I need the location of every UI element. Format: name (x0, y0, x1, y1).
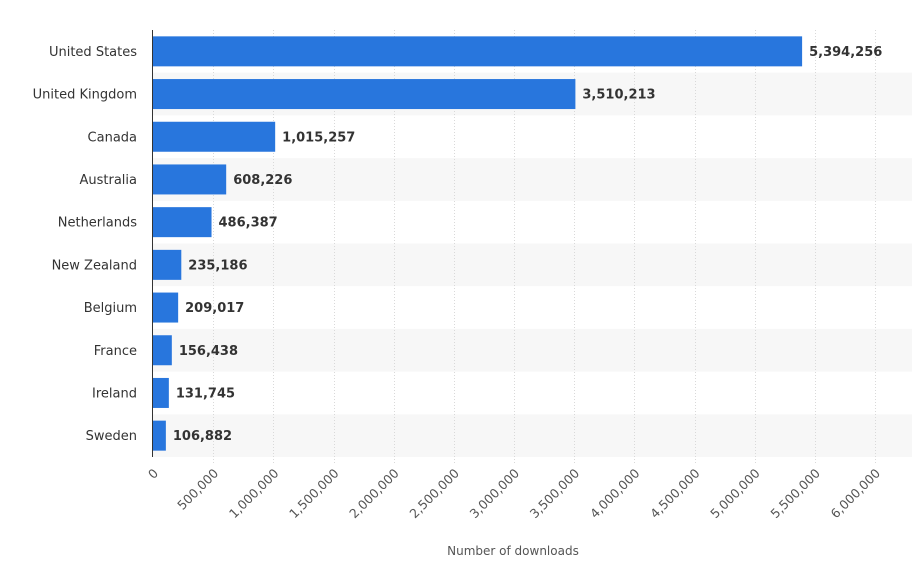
x-tick-labels: 0 500,000 1,000,000 1,500,000 2,000,000 2,500… (145, 465, 883, 521)
x-tick-label: 4,500,000 (647, 465, 703, 521)
category-label: Canada (88, 130, 137, 145)
x-tick-label: 3,500,000 (527, 465, 583, 521)
data-label: 106,882 (173, 429, 232, 444)
row-band (153, 158, 912, 201)
x-tick-label: 1,000,000 (226, 465, 282, 521)
data-label: 3,510,213 (582, 88, 655, 103)
bar[interactable] (153, 36, 803, 67)
x-tick-label: 500,000 (174, 465, 221, 512)
category-labels: United States United Kingdom Canada Austral… (33, 45, 138, 444)
x-tick-label: 6,000,000 (828, 465, 884, 521)
data-label: 131,745 (176, 386, 235, 401)
category-label: Netherlands (58, 216, 137, 231)
data-label: 486,387 (219, 216, 278, 231)
category-label: Belgium (84, 301, 137, 316)
bar[interactable] (153, 249, 182, 280)
bar[interactable] (153, 420, 166, 451)
row-bands (153, 72, 912, 457)
bar[interactable] (153, 207, 212, 238)
row-band (153, 328, 912, 372)
bar[interactable] (153, 164, 227, 195)
category-label: Ireland (92, 386, 137, 401)
x-tick-label: 5,000,000 (707, 465, 763, 521)
bar[interactable] (153, 377, 169, 408)
category-label: Sweden (86, 429, 137, 444)
data-label: 156,438 (179, 344, 238, 359)
category-label: Australia (79, 173, 137, 188)
row-band (153, 243, 912, 287)
data-label: 209,017 (185, 301, 244, 316)
bar[interactable] (153, 121, 276, 152)
data-label: 5,394,256 (809, 45, 882, 60)
category-label: New Zealand (52, 258, 137, 273)
x-tick-label: 4,000,000 (587, 465, 643, 521)
data-label: 608,226 (233, 173, 292, 188)
x-axis-title: Number of downloads (447, 544, 579, 558)
bar[interactable] (153, 292, 179, 323)
bar[interactable] (153, 79, 576, 110)
row-band (153, 414, 912, 457)
data-label: 235,186 (188, 258, 247, 273)
x-tick-label: 2,500,000 (406, 465, 462, 521)
x-tick-label: 2,000,000 (346, 465, 402, 521)
data-label: 1,015,257 (282, 130, 355, 145)
x-tick-label: 5,500,000 (767, 465, 823, 521)
bars-group (153, 36, 803, 451)
x-tick-label: 0 (145, 465, 161, 481)
category-label: United Kingdom (33, 88, 137, 103)
bar[interactable] (153, 335, 172, 366)
category-label: France (94, 344, 137, 359)
category-label: United States (49, 45, 137, 60)
x-tick-label: 3,000,000 (467, 465, 523, 521)
x-tick-label: 1,500,000 (286, 465, 342, 521)
value-labels: 5,394,256 3,510,213 1,015,257 608,226 486,38… (173, 45, 882, 444)
